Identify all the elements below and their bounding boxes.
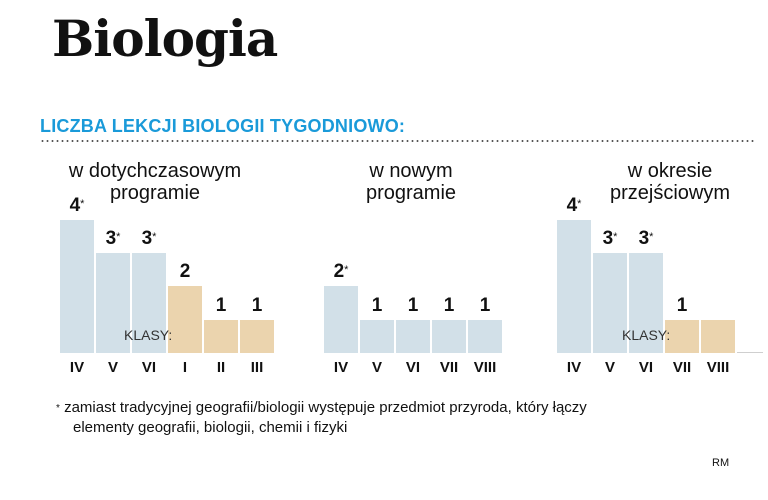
x-axis-label: V bbox=[604, 359, 615, 376]
chart-title-new: w nowym programie bbox=[321, 160, 501, 204]
bar-viii bbox=[701, 320, 735, 353]
chart-title-current: w dotychczasowym programie bbox=[60, 160, 250, 204]
bar-value-label: 1 bbox=[443, 295, 455, 316]
bar-ii bbox=[204, 320, 238, 353]
x-axis-label: I bbox=[182, 359, 188, 376]
x-axis-label: VII bbox=[672, 359, 692, 376]
bar-vi bbox=[396, 320, 430, 353]
bar-value-label: 1 bbox=[407, 295, 419, 316]
x-axis-label: IV bbox=[69, 359, 85, 376]
x-axis-label: V bbox=[371, 359, 382, 376]
x-axis-label: VIII bbox=[473, 359, 497, 376]
bar-vii bbox=[665, 320, 699, 353]
bar-value-label: 3* bbox=[638, 228, 654, 249]
x-axis-label: V bbox=[107, 359, 118, 376]
x-axis-label: VII bbox=[439, 359, 459, 376]
bar-value-label: 1 bbox=[371, 295, 383, 316]
bar-value-label: 3* bbox=[602, 228, 618, 249]
page-title: Biologia bbox=[52, 9, 278, 68]
chart-title-line: programie bbox=[365, 182, 457, 204]
klasy-label: KLASY: bbox=[622, 327, 671, 343]
bar-iv bbox=[60, 220, 94, 353]
bar-vii bbox=[432, 320, 466, 353]
bar-value-label: 1 bbox=[479, 295, 491, 316]
chart-subtitle: LICZBA LEKCJI BIOLOGII TYGODNIOWO: bbox=[40, 116, 406, 136]
bar-v bbox=[360, 320, 394, 353]
bar-iv bbox=[557, 220, 591, 353]
x-axis-label: III bbox=[250, 359, 264, 376]
x-axis-label: VI bbox=[405, 359, 421, 376]
bar-value-label: 2* bbox=[333, 261, 349, 282]
baseline-stub bbox=[737, 352, 763, 353]
chart-title-line: w okresie bbox=[627, 160, 713, 182]
bar-value-label: 3* bbox=[141, 228, 157, 249]
bar-viii bbox=[468, 320, 502, 353]
x-axis-label: VI bbox=[141, 359, 157, 376]
bar-value-label: 2 bbox=[179, 261, 191, 282]
bar-i bbox=[168, 286, 202, 353]
bar-value-label: 1 bbox=[251, 295, 263, 316]
footnote-marker: * bbox=[56, 403, 60, 414]
bar-iv bbox=[324, 286, 358, 353]
x-axis-label: VI bbox=[638, 359, 654, 376]
bar-value-label: 4* bbox=[566, 195, 582, 216]
bar-value-label: 1 bbox=[215, 295, 227, 316]
bar-value-label: 4* bbox=[69, 195, 85, 216]
footnote-line-1: zamiast tradycyjnej geografii/biologii w… bbox=[64, 399, 587, 416]
footnote-line-2: elementy geografii, biologii, chemii i f… bbox=[73, 419, 348, 436]
bar-value-label: 3* bbox=[105, 228, 121, 249]
bar-v bbox=[96, 253, 130, 353]
bar-vi bbox=[132, 253, 166, 353]
author-credit: RM bbox=[712, 457, 730, 469]
bar-value-label: 1 bbox=[676, 295, 688, 316]
footnote: * zamiast tradycyjnej geografii/biologii… bbox=[56, 398, 736, 438]
chart-title-transition: w okresie przejściowym bbox=[590, 160, 750, 204]
chart-title-line: przejściowym bbox=[609, 182, 731, 204]
x-axis-label: VIII bbox=[706, 359, 730, 376]
chart-title-line: w nowym bbox=[369, 160, 453, 182]
chart-title-line: w dotychczasowym bbox=[68, 160, 242, 182]
dotted-divider bbox=[40, 140, 755, 142]
x-axis-label: II bbox=[216, 359, 226, 376]
bar-vi bbox=[629, 253, 663, 353]
x-axis-label: IV bbox=[566, 359, 582, 376]
bar-iii bbox=[240, 320, 274, 353]
chart-title-line: programie bbox=[109, 182, 201, 204]
bar-v bbox=[593, 253, 627, 353]
klasy-label: KLASY: bbox=[124, 327, 173, 343]
x-axis-label: IV bbox=[333, 359, 349, 376]
